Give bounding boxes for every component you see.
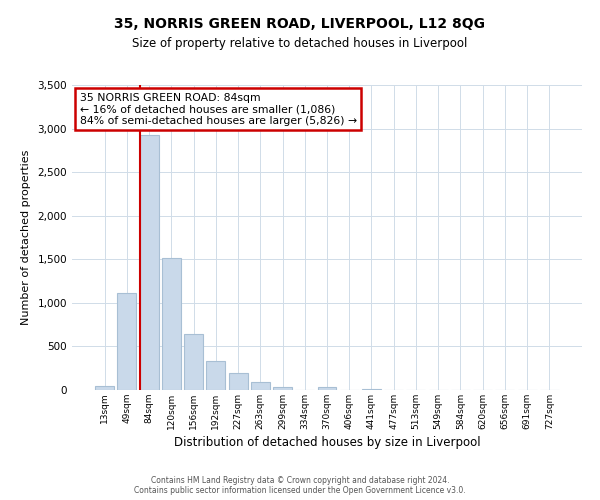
Y-axis label: Number of detached properties: Number of detached properties [20, 150, 31, 325]
Bar [229, 373, 248, 390]
Bar [206, 361, 225, 390]
Text: 35, NORRIS GREEN ROAD, LIVERPOOL, L12 8QG: 35, NORRIS GREEN ROAD, LIVERPOOL, L12 8Q… [115, 18, 485, 32]
Text: Contains HM Land Registry data © Crown copyright and database right 2024.: Contains HM Land Registry data © Crown c… [151, 476, 449, 485]
Bar [317, 388, 337, 390]
Bar [95, 386, 114, 390]
Bar [362, 389, 381, 390]
Bar [118, 294, 136, 390]
Bar [251, 382, 270, 390]
X-axis label: Distribution of detached houses by size in Liverpool: Distribution of detached houses by size … [173, 436, 481, 449]
Text: 35 NORRIS GREEN ROAD: 84sqm
← 16% of detached houses are smaller (1,086)
84% of : 35 NORRIS GREEN ROAD: 84sqm ← 16% of det… [80, 92, 357, 126]
Bar [273, 386, 292, 390]
Bar [162, 258, 181, 390]
Text: Size of property relative to detached houses in Liverpool: Size of property relative to detached ho… [133, 38, 467, 51]
Bar [184, 334, 203, 390]
Text: Contains public sector information licensed under the Open Government Licence v3: Contains public sector information licen… [134, 486, 466, 495]
Bar [140, 134, 158, 390]
